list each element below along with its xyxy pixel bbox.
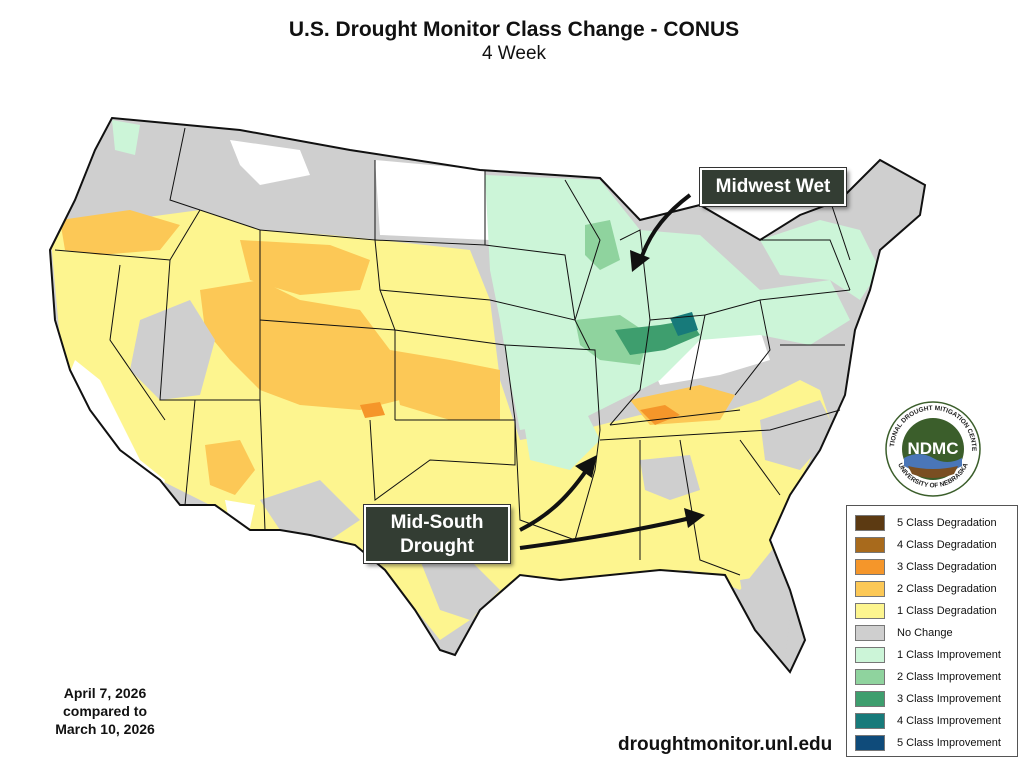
legend-swatch [855, 537, 885, 553]
region-co-3class [360, 402, 385, 418]
map-title: U.S. Drought Monitor Class Change - CONU… [288, 18, 740, 41]
legend-label: 4 Class Improvement [897, 715, 1001, 727]
region-mt-2class [240, 240, 370, 295]
source-url: droughtmonitor.unl.edu [618, 734, 833, 755]
legend-item: 5 Class Degradation [855, 512, 1009, 534]
date-current: April 7, 2026 [63, 685, 147, 701]
legend-item: 2 Class Degradation [855, 578, 1009, 600]
arrows [519, 193, 696, 550]
ndmc-logo-text: NDMC [908, 439, 959, 458]
legend-swatch [855, 713, 885, 729]
midwest-wet-callout: Midwest Wet [700, 168, 846, 206]
date-compared-to: compared to [62, 703, 147, 719]
midsouth-arrow-east [519, 515, 696, 550]
legend-swatch [855, 735, 885, 751]
region-north-plains-white [375, 160, 490, 240]
date-previous: March 10, 2026 [55, 721, 155, 737]
legend-label: 5 Class Improvement [897, 737, 1001, 749]
legend-label: No Change [897, 627, 953, 639]
midwest-arrow [638, 193, 692, 263]
region-se-nochange [640, 455, 700, 500]
legend-item: 2 Class Improvement [855, 666, 1009, 688]
legend: 5 Class Degradation 4 Class Degradation … [846, 505, 1018, 757]
legend-label: 1 Class Degradation [897, 605, 997, 617]
region-gulf-nochange [420, 560, 500, 620]
legend-item: 4 Class Improvement [855, 710, 1009, 732]
region-midsouth-1class-improve [520, 400, 600, 470]
midsouth-callout-line1: Mid-South [390, 512, 484, 533]
map-subtitle: 4 Week [481, 43, 547, 64]
region-west-tx-nochange [260, 480, 360, 540]
legend-swatch [855, 647, 885, 663]
legend-swatch [855, 515, 885, 531]
legend-swatch [855, 581, 885, 597]
legend-item: 1 Class Improvement [855, 644, 1009, 666]
legend-label: 5 Class Degradation [897, 517, 997, 529]
midsouth-arrow-north [519, 463, 592, 532]
legend-swatch [855, 691, 885, 707]
legend-swatch [855, 603, 885, 619]
legend-item: 3 Class Degradation [855, 556, 1009, 578]
date-block: April 7, 2026 compared to March 10, 2026 [30, 684, 180, 738]
region-nv-nochange [130, 300, 215, 400]
legend-label: 1 Class Improvement [897, 649, 1001, 661]
region-plains-2class [390, 350, 500, 420]
state-borders [54, 127, 851, 576]
region-central-rockies-2class [200, 280, 400, 410]
legend-label: 4 Class Degradation [897, 539, 997, 551]
midsouth-callout-line2: Drought [400, 536, 474, 557]
legend-item: No Change [855, 622, 1009, 644]
legend-label: 2 Class Degradation [897, 583, 997, 595]
region-nw-1class-improve [112, 120, 140, 155]
legend-item: 3 Class Improvement [855, 688, 1009, 710]
midwest-arrowhead [630, 250, 650, 272]
region-mt-white [230, 140, 310, 185]
legend-label: 2 Class Improvement [897, 671, 1001, 683]
conus-outline [48, 116, 927, 674]
legend-label: 3 Class Degradation [897, 561, 997, 573]
ndmc-logo-soil [908, 466, 958, 478]
region-wi-2class-improve [585, 220, 620, 270]
legend-item: 5 Class Improvement [855, 732, 1009, 754]
legend-swatch [855, 625, 885, 641]
legend-item: 4 Class Degradation [855, 534, 1009, 556]
legend-item: 1 Class Degradation [855, 600, 1009, 622]
region-nw-2class [60, 210, 180, 255]
midsouth-arrowhead-east [684, 508, 705, 528]
legend-swatch [855, 669, 885, 685]
region-midwest-1class-improve [485, 175, 850, 430]
midsouth-drought-callout: Mid-South Drought [364, 505, 510, 563]
legend-swatch [855, 559, 885, 575]
region-carolinas-nochange [760, 400, 835, 470]
region-fl-nochange [740, 575, 790, 660]
legend-label: 3 Class Improvement [897, 693, 1001, 705]
region-az-2class [205, 440, 255, 495]
midsouth-arrowhead-north [575, 455, 597, 478]
ndmc-logo: NDMC NATIONAL DROUGHT MITIGATION CENTER … [884, 400, 981, 497]
